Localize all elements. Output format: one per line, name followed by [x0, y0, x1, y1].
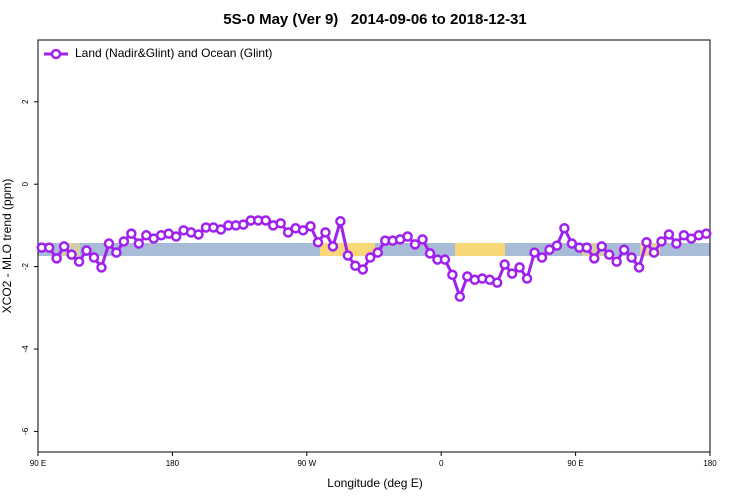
point — [529, 247, 540, 258]
point — [618, 244, 630, 255]
x-tick-label: 90 W — [297, 459, 316, 468]
point — [81, 245, 92, 256]
point — [514, 262, 525, 273]
point — [238, 219, 249, 230]
x-tick-label: 180 — [703, 459, 717, 468]
point — [73, 256, 85, 267]
point — [409, 239, 421, 250]
point — [648, 247, 660, 258]
y-tick-label: -2 — [21, 262, 30, 270]
legend-label: Land (Nadir&Glint) and Ocean (Glint) — [75, 46, 272, 60]
x-tick-label: 180 — [166, 459, 180, 468]
point — [372, 247, 383, 258]
point — [88, 252, 100, 263]
point — [402, 231, 413, 242]
point — [66, 249, 77, 260]
point — [536, 252, 548, 263]
point — [566, 238, 578, 249]
point — [327, 241, 339, 252]
point — [633, 262, 645, 273]
chart-title: 5S-0 May (Ver 9) 2014-09-06 to 2018-12-3… — [223, 11, 527, 28]
x-tick-label: 0 — [439, 459, 444, 468]
point — [641, 237, 652, 248]
y-tick-label: 2 — [21, 99, 30, 104]
point — [491, 277, 503, 288]
point — [671, 238, 682, 249]
point — [663, 229, 675, 240]
point — [357, 264, 369, 275]
point — [439, 254, 451, 265]
point — [342, 250, 354, 261]
y-tick-label: -6 — [21, 427, 30, 435]
point — [447, 269, 458, 281]
point — [51, 253, 62, 264]
point — [118, 236, 130, 247]
point — [170, 231, 182, 242]
point — [58, 241, 70, 252]
point — [133, 238, 145, 249]
x-tick-label: 90 E — [567, 459, 583, 468]
point — [551, 240, 563, 251]
point — [215, 224, 227, 235]
point — [544, 244, 555, 255]
point — [424, 248, 436, 259]
point — [521, 273, 533, 284]
point — [297, 225, 309, 236]
point — [365, 252, 376, 263]
point — [611, 256, 622, 267]
point — [454, 291, 466, 302]
y-tick-label: 0 — [21, 181, 30, 186]
point — [96, 262, 107, 273]
point — [111, 247, 122, 258]
point — [506, 268, 518, 279]
point — [417, 234, 428, 245]
x-tick-label: 90 E — [30, 459, 46, 468]
point — [596, 241, 607, 252]
point — [275, 218, 286, 229]
point — [499, 259, 510, 270]
legend-marker — [50, 48, 62, 60]
point — [320, 227, 331, 238]
point — [103, 238, 115, 249]
point — [626, 252, 637, 263]
point — [701, 228, 712, 239]
point — [559, 223, 570, 234]
y-tick-label: -4 — [21, 345, 30, 353]
point — [43, 242, 55, 253]
x-axis-label: Longitude (deg E) — [327, 476, 422, 490]
point — [305, 220, 316, 232]
point — [656, 236, 667, 247]
band — [455, 243, 505, 256]
point — [581, 242, 593, 253]
point — [312, 237, 324, 248]
point — [603, 249, 615, 260]
point — [260, 215, 271, 226]
y-axis-label: XCO2 - MLO trend (ppm) — [0, 179, 14, 314]
point — [589, 253, 600, 264]
point — [335, 216, 346, 227]
point — [126, 228, 137, 239]
point — [282, 227, 294, 238]
point — [193, 229, 204, 240]
